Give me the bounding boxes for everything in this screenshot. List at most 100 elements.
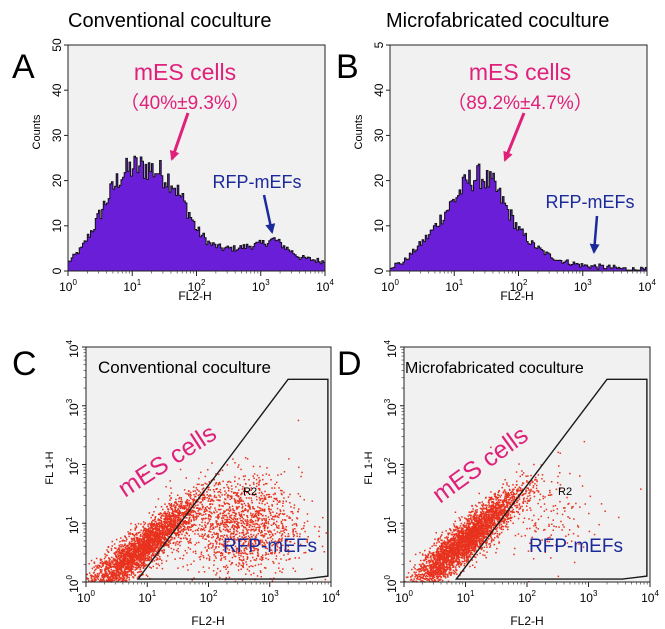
- panel-c-dot: [168, 521, 171, 523]
- panel-c-dot: [120, 569, 122, 572]
- panel-c-dot: [234, 525, 236, 527]
- panel-c-dot: [104, 575, 107, 577]
- panel-c-dot: [188, 499, 190, 502]
- panel-c-dot: [157, 543, 160, 546]
- panel-c-dot: [134, 563, 136, 565]
- panel-c-dot: [187, 546, 190, 549]
- panel-c-dot: [265, 519, 267, 521]
- panel-c-dot: [211, 462, 213, 464]
- panel-c-dot: [209, 518, 212, 521]
- panel-c-dot: [263, 542, 265, 544]
- panel-c-dot: [151, 529, 154, 531]
- panel-c-dot: [190, 511, 192, 514]
- panel-c-dot: [190, 514, 193, 517]
- panel-c-dot: [136, 551, 139, 553]
- panel-c-dot: [130, 569, 132, 571]
- panel-c-dot: [177, 515, 180, 517]
- panel-d-dot: [468, 511, 471, 513]
- panel-c-dot: [140, 565, 143, 567]
- panel-c-dot: [227, 529, 230, 532]
- panel-c-dot: [209, 495, 212, 497]
- panel-c-dot: [127, 531, 129, 533]
- panel-c-dot: [164, 516, 167, 519]
- panel-c-dot: [245, 573, 247, 575]
- panel-c-dot: [108, 557, 110, 559]
- panel-c-rfp-label: RFP-mEFs: [223, 536, 317, 557]
- panel-c-dot: [140, 547, 143, 549]
- panel-d-dot: [483, 546, 486, 548]
- panel-d-dot: [439, 537, 441, 539]
- panel-c-dot: [215, 546, 217, 548]
- panel-c-dot: [240, 550, 242, 552]
- panel-c-dot: [151, 522, 153, 524]
- panel-c-dot: [242, 565, 244, 568]
- panel-c-dot: [242, 556, 244, 558]
- panel-d-y-tick-label: 101: [383, 516, 399, 534]
- panel-c-dot: [241, 519, 243, 522]
- panel-c-dot: [88, 572, 91, 574]
- panel-b-ylabel: Counts: [353, 114, 365, 149]
- panel-c-dot: [142, 546, 145, 549]
- panel-c-dot: [215, 533, 218, 535]
- panel-c-dot: [120, 580, 122, 582]
- panel-c-dot: [115, 576, 117, 579]
- panel-c-dot: [219, 526, 221, 529]
- panel-c-dot: [230, 485, 233, 487]
- panel-c-dot: [136, 547, 139, 549]
- panel-c-dot: [124, 573, 127, 575]
- panel-c-dot: [229, 481, 232, 483]
- panel-c-dot: [208, 558, 211, 560]
- panel-c-dot: [280, 522, 283, 524]
- panel-c-dot: [107, 546, 110, 548]
- panel-c-dot: [200, 528, 203, 530]
- panel-c-dot: [263, 523, 265, 526]
- panel-c-dot: [253, 516, 255, 518]
- panel-c-dot: [240, 468, 242, 471]
- panel-c-dot: [172, 517, 174, 520]
- panel-c-dot: [274, 483, 276, 486]
- panel-c-dot: [233, 527, 235, 530]
- panel-c-dot: [116, 574, 118, 576]
- panel-c-dot: [218, 543, 221, 545]
- panel-c-dot: [274, 497, 276, 500]
- panel-c-dot: [118, 572, 120, 574]
- panel-c-dot: [241, 579, 244, 582]
- panel-c-dot: [215, 540, 217, 543]
- panel-d-dot: [482, 538, 484, 540]
- panel-c-dot: [118, 548, 121, 550]
- panel-c-dot: [287, 535, 289, 538]
- panel-c-dot: [148, 556, 150, 558]
- panel-c-dot: [179, 504, 181, 506]
- panel-c-dot: [125, 580, 128, 582]
- panel-c-dot: [205, 525, 207, 527]
- panel-c-dot: [155, 520, 157, 523]
- panel-c-dot: [148, 540, 150, 543]
- panel-c-dot: [287, 496, 290, 498]
- panel-c-dot: [173, 548, 175, 551]
- panel-c-dot: [241, 516, 243, 518]
- panel-c-dot: [220, 535, 222, 537]
- panel-c-dot: [227, 552, 230, 554]
- panel-c-dot: [258, 511, 260, 513]
- panel-c-dot: [113, 576, 115, 578]
- panel-c-dot: [155, 524, 157, 526]
- panel-c-dot: [282, 526, 284, 528]
- panel-c-dot: [165, 486, 167, 488]
- panel-c-dot: [162, 523, 164, 526]
- panel-c-dot: [184, 507, 186, 509]
- panel-d-dot: [511, 506, 513, 509]
- panel-c-dot: [114, 553, 116, 555]
- panel-c-dot: [244, 490, 246, 492]
- panel-c-dot: [298, 508, 300, 510]
- panel-c-dot: [171, 531, 173, 534]
- panel-c-dot: [151, 536, 153, 538]
- panel-c-dot: [180, 502, 182, 505]
- panel-c-dot: [237, 483, 239, 485]
- panel-c-dot: [256, 510, 258, 512]
- panel-c-dot: [207, 517, 209, 520]
- panel-c-dot: [274, 551, 276, 553]
- panel-c-dot: [142, 549, 144, 551]
- panel-c-dot: [259, 542, 261, 545]
- panel-c-dot: [270, 531, 272, 534]
- panel-c-dot: [151, 545, 153, 547]
